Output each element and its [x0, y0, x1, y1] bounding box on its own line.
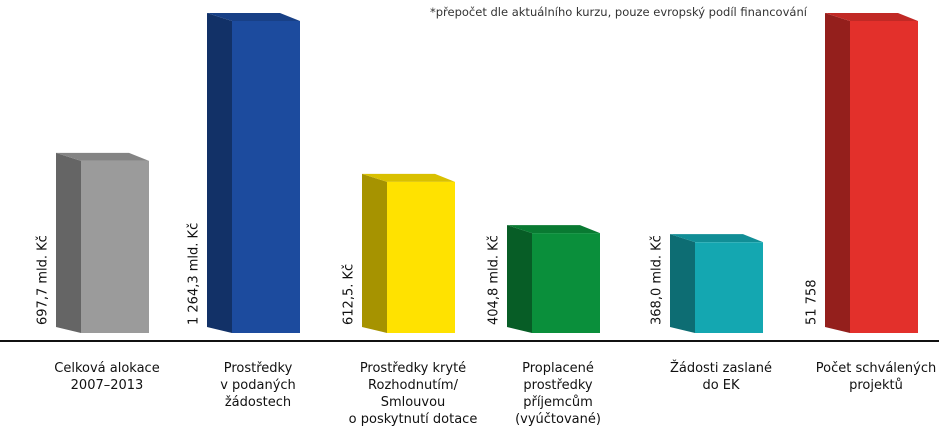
bar	[532, 233, 600, 333]
bar	[81, 160, 149, 333]
x-tick-label: Rozhodnutím/	[368, 378, 459, 393]
x-tick-label: o poskytnutí dotace	[349, 412, 478, 427]
value-label: 51 758	[805, 280, 820, 326]
x-tick-label: Počet schválených	[816, 361, 936, 376]
bar	[850, 21, 918, 333]
bar-top	[670, 234, 763, 243]
bar-top	[507, 225, 600, 234]
bar	[387, 181, 455, 333]
x-tick-label: Proplacené	[522, 361, 594, 376]
x-tick-label: v podaných	[220, 378, 296, 393]
x-tick-label: Žádosti zaslané	[670, 360, 772, 376]
footnote: *přepočet dle aktuálního kurzu, pouze ev…	[430, 5, 808, 19]
bar-top	[207, 13, 300, 21]
value-label: 1 264,3 mld. Kč	[187, 223, 202, 325]
x-tick-label: projektů	[849, 378, 903, 393]
x-tick-label: žádostech	[225, 395, 291, 410]
value-label: 368,0 mld. Kč	[650, 235, 665, 325]
bar-top	[362, 173, 455, 182]
value-label: 697,7 mld. Kč	[36, 235, 51, 325]
x-tick-label: 2007–2013	[71, 378, 144, 393]
x-tick-label: prostředky	[523, 378, 593, 393]
bar-side	[362, 173, 387, 333]
bar-side	[825, 13, 850, 333]
bar	[232, 21, 300, 333]
x-tick-label: příjemcům	[523, 395, 593, 410]
x-tick-label: do EK	[702, 378, 740, 393]
x-tick-label: Prostředky kryté	[360, 361, 466, 376]
x-tick-label: Smlouvou	[381, 395, 446, 410]
bar-side	[56, 152, 81, 333]
bar-top	[825, 13, 918, 21]
bar	[695, 242, 763, 333]
bar-side	[207, 13, 232, 333]
x-tick-label: (vyúčtované)	[515, 412, 601, 427]
bar-side	[507, 225, 532, 333]
value-label: 404,8 mld. Kč	[487, 235, 502, 325]
x-tick-label: Prostředky	[224, 361, 293, 376]
bar-side	[670, 234, 695, 333]
bar-top	[56, 152, 149, 161]
value-label: 612,5. Kč	[342, 264, 357, 325]
x-tick-label: Celková alokace	[54, 361, 159, 376]
